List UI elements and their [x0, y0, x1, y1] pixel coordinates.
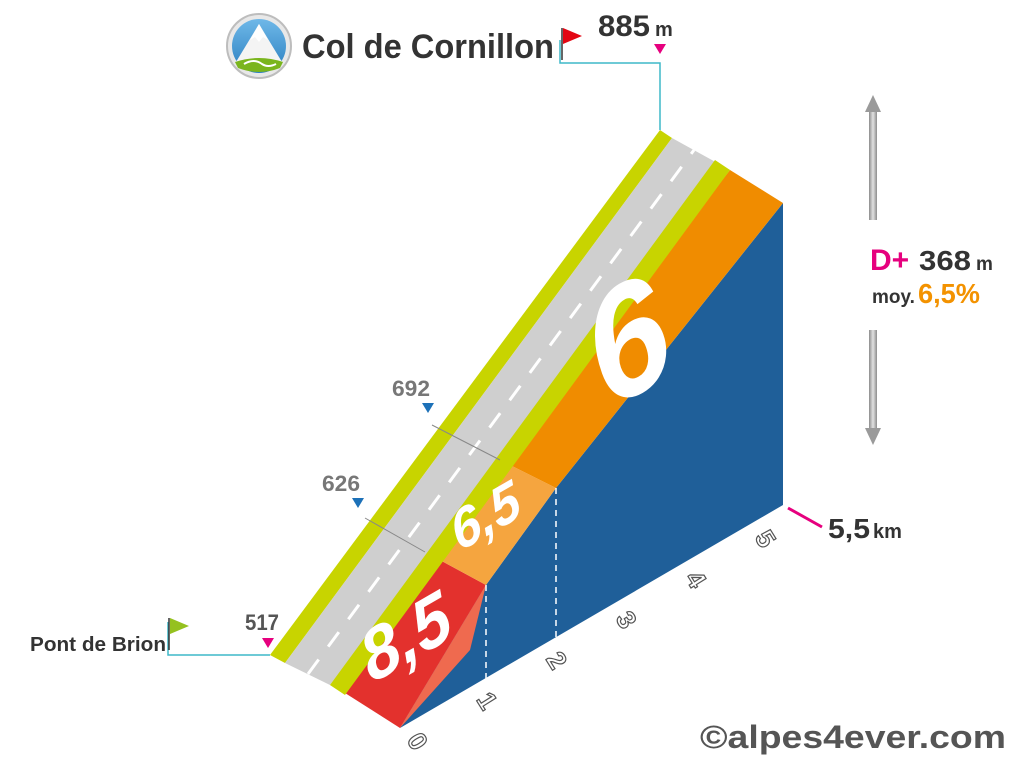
summit-altitude-unit: m	[655, 19, 673, 41]
altitude-markers: 626 692	[322, 376, 434, 508]
d-plus-unit: m	[976, 254, 993, 275]
start-leader-line	[167, 622, 270, 656]
start-altitude: 517	[245, 610, 279, 635]
altitude-marker-label: 626	[322, 471, 360, 496]
gradient-segment-1	[345, 552, 486, 728]
gradient-segment-2	[425, 460, 556, 585]
x-tick-label: 4	[679, 565, 712, 594]
x-tick-label: 2	[540, 646, 573, 674]
road-surface	[285, 138, 730, 685]
road-outer-edge	[270, 130, 672, 663]
altitude-marker-label: 692	[392, 376, 430, 401]
summit-flag	[563, 28, 582, 44]
distance-total: 5,5	[828, 513, 870, 544]
avg-label: moy.	[872, 287, 915, 308]
profile-side-face	[400, 203, 783, 728]
altitude-marker-icon	[352, 498, 364, 508]
summit-name: Col de Cornillon	[302, 28, 554, 66]
segment-dividers	[485, 488, 557, 692]
avg-value: 6,5%	[918, 278, 980, 309]
km-boundary-2	[431, 424, 501, 461]
gradient-segments	[345, 170, 783, 728]
km-boundary-1	[364, 517, 426, 553]
gradient-segment-1-shade	[400, 585, 486, 728]
distance-end-marker	[787, 506, 823, 529]
road-inner-edge	[330, 160, 730, 695]
start-marker-triangle	[262, 638, 274, 648]
start-flag	[170, 618, 189, 634]
height-gain-arrow-icon	[865, 95, 881, 445]
start-name: Pont de Brion	[30, 634, 166, 656]
gradient-segment-3	[500, 170, 783, 488]
summit-leader-line	[559, 40, 661, 130]
summit-altitude: 885	[598, 10, 650, 43]
d-plus-value: 368	[919, 245, 971, 276]
d-plus-label: D+	[870, 244, 909, 277]
road-center-dashes	[306, 149, 696, 675]
x-tick-label: 0	[401, 727, 434, 755]
altitude-marker-icon	[422, 403, 434, 413]
summit-marker-triangle	[654, 44, 666, 54]
x-tick-label: 1	[471, 687, 504, 715]
distance-unit: km	[873, 521, 902, 543]
copyright: ©alpes4ever.com	[700, 719, 1006, 755]
mountain-logo-icon	[226, 13, 292, 79]
x-tick-label: 5	[749, 525, 782, 553]
x-tick-label: 3	[610, 606, 643, 634]
